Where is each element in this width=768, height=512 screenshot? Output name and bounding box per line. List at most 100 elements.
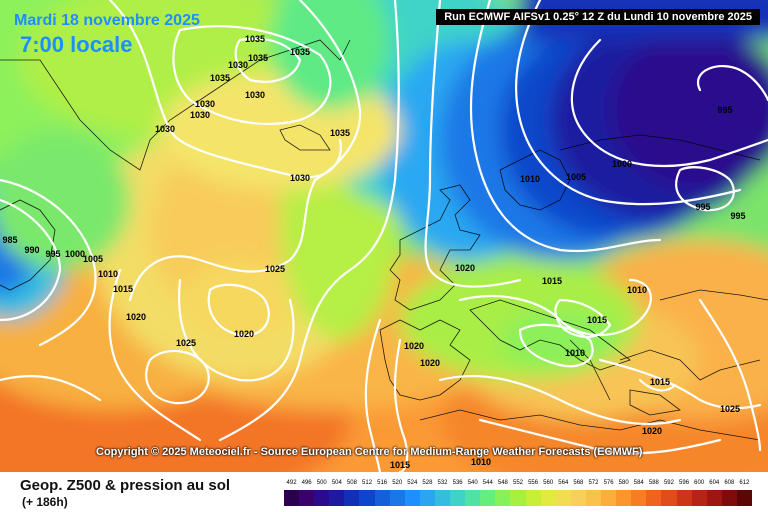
- scale-swatch: [419, 490, 436, 506]
- scale-swatch: [450, 490, 466, 506]
- scale-tick-label: 512: [362, 480, 373, 486]
- color-scale-legend: 492 496 500 504 508 512 516 520 524 528 532 536 540 5…: [284, 480, 753, 508]
- scale-tick-label: 592: [663, 480, 674, 486]
- scale-swatch: [661, 490, 677, 506]
- pressure-label: 1020: [420, 358, 440, 368]
- scale-tick-label: 500: [316, 480, 327, 486]
- pressure-label: 1030: [245, 90, 265, 100]
- pressure-label: 1035: [210, 73, 230, 83]
- scale-tick-label: 536: [452, 480, 463, 486]
- scale-swatch: [389, 490, 406, 506]
- scale-swatch: [404, 490, 421, 506]
- scale-tick-label: 572: [588, 480, 599, 486]
- scale-swatch: [706, 490, 723, 506]
- pressure-label: 1015: [587, 315, 607, 325]
- scale-tick-label: 528: [422, 480, 433, 486]
- scale-swatch: [585, 490, 602, 506]
- forecast-time: 7:00 locale: [20, 32, 133, 57]
- pressure-label: 1000: [65, 249, 85, 259]
- scale-tick-label: 588: [648, 480, 659, 486]
- scale-swatch: [284, 490, 300, 506]
- forecast-lead-time: (+ 186h): [22, 495, 68, 509]
- scale-tick-label: 608: [724, 480, 735, 486]
- pressure-label: 1010: [98, 269, 118, 279]
- scale-swatch: [646, 490, 662, 506]
- pressure-label: 1035: [330, 128, 350, 138]
- scale-swatch: [495, 490, 511, 506]
- pressure-label: 1030: [190, 110, 210, 120]
- pressure-label: 1025: [720, 404, 740, 414]
- scale-swatch: [721, 490, 738, 506]
- scale-swatch: [510, 490, 527, 506]
- pressure-label: 995: [45, 249, 60, 259]
- pressure-label: 1030: [195, 99, 215, 109]
- scale-tick-label: 552: [512, 480, 524, 486]
- pressure-label: 1010: [520, 174, 540, 184]
- product-title: Geop. Z500 & pression au sol: [20, 477, 231, 494]
- scale-swatch: [465, 490, 481, 506]
- scale-tick-label: 524: [407, 480, 418, 486]
- scale-swatch: [676, 490, 693, 506]
- pressure-label: 1010: [627, 285, 647, 295]
- scale-swatch: [314, 490, 330, 506]
- pressure-label: 1035: [290, 47, 310, 57]
- pressure-label: 1025: [176, 338, 196, 348]
- scale-tick-label: 548: [497, 480, 508, 486]
- scale-tick-label: 576: [603, 480, 614, 486]
- pressure-label: 1020: [126, 312, 146, 322]
- scale-swatch: [480, 490, 496, 506]
- pressure-label: 1030: [228, 60, 248, 70]
- scale-swatch: [359, 490, 376, 506]
- pressure-label: 1035: [248, 53, 268, 63]
- pressure-label: 1005: [566, 172, 586, 182]
- scale-tick-label: 584: [633, 480, 644, 486]
- scale-tick-label: 532: [437, 480, 448, 486]
- pressure-label: 1030: [290, 173, 310, 183]
- scale-swatch: [691, 490, 708, 506]
- pressure-label: 1015: [390, 460, 410, 470]
- pressure-label: 995: [730, 211, 745, 221]
- scale-tick-label: 544: [482, 480, 493, 486]
- pressure-label: 985: [2, 235, 17, 245]
- copyright-notice: Copyright © 2025 Meteociel.fr - Source E…: [96, 446, 643, 458]
- pressure-label: 1005: [83, 254, 103, 264]
- run-info: Run ECMWF AIFSv1 0.25° 12 Z du Lundi 10 …: [436, 9, 760, 25]
- scale-tick-label: 492: [286, 480, 297, 486]
- forecast-map: 1035 1035 1035 1030 1035 1030 1030 1030 …: [0, 0, 768, 472]
- pressure-label: 1015: [113, 284, 133, 294]
- scale-tick-label: 508: [346, 480, 357, 486]
- scale-tick-label: 568: [573, 480, 584, 486]
- scale-swatch: [616, 490, 632, 506]
- scale-swatch: [631, 490, 647, 506]
- pressure-label: 995: [695, 202, 710, 212]
- pressure-label: 1025: [265, 264, 285, 274]
- scale-swatch: [344, 490, 360, 506]
- pressure-label: 1020: [234, 329, 254, 339]
- scale-swatch: [540, 490, 557, 506]
- scale-tick-label: 560: [543, 480, 554, 486]
- map-canvas: 1035 1035 1035 1030 1035 1030 1030 1030 …: [0, 0, 768, 472]
- pressure-label: 1000: [612, 159, 632, 169]
- scale-tick-label: 600: [694, 480, 705, 486]
- scale-swatch: [299, 490, 315, 506]
- pressure-label: 1015: [650, 377, 670, 387]
- pressure-label: 1020: [404, 341, 424, 351]
- footer-bar: Geop. Z500 & pression au sol (+ 186h) 49…: [0, 472, 768, 512]
- scale-swatch: [374, 490, 391, 506]
- pressure-label: 990: [24, 245, 39, 255]
- scale-tick-label: 580: [618, 480, 629, 486]
- scale-swatch: [525, 490, 542, 506]
- pressure-label: 1010: [471, 457, 491, 467]
- scale-tick-label: 556: [528, 480, 539, 486]
- pressure-label: 995: [717, 105, 732, 115]
- scale-swatch: [329, 490, 345, 506]
- pressure-label: 1020: [642, 426, 662, 436]
- scale-swatch: [736, 490, 753, 506]
- scale-tick-label: 612: [739, 480, 750, 486]
- scale-swatch: [434, 490, 451, 506]
- scale-swatch: [570, 490, 587, 506]
- scale-tick-label: 520: [392, 480, 403, 486]
- pressure-label: 1035: [245, 34, 265, 44]
- pressure-label: 1020: [455, 263, 475, 273]
- scale-tick-label: 504: [331, 480, 342, 486]
